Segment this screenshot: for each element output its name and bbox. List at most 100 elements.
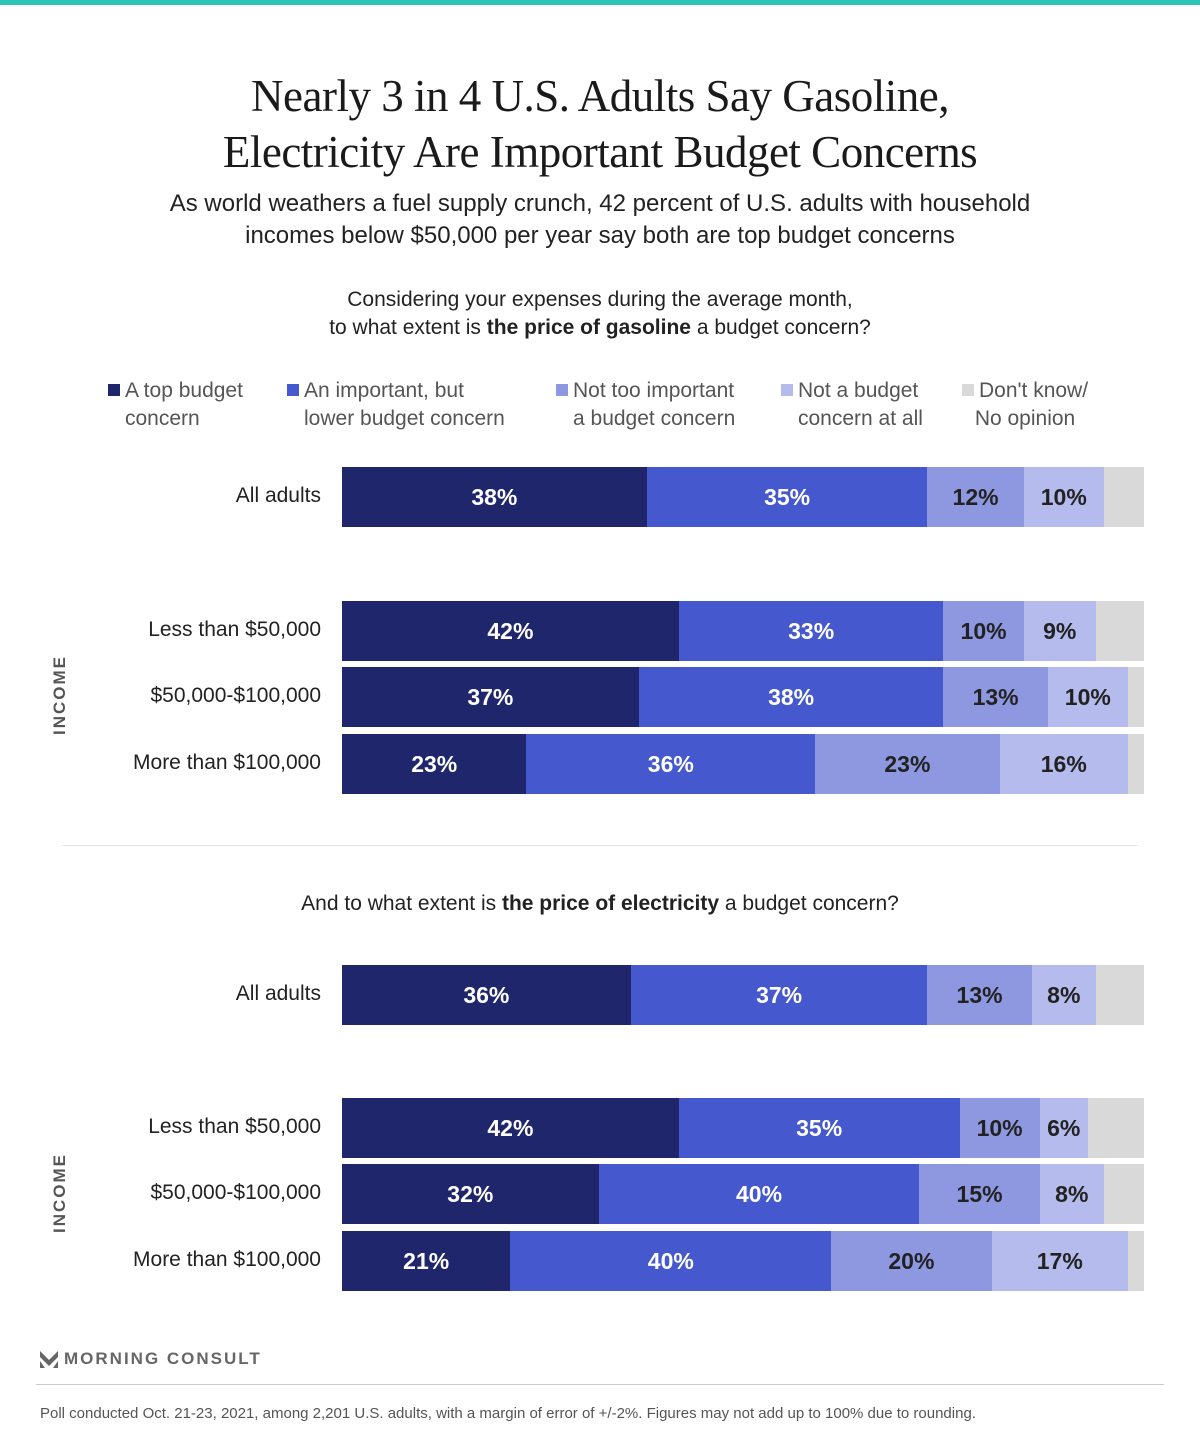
- question-text: a budget concern?: [691, 316, 871, 339]
- data-label: 40%: [647, 1247, 694, 1274]
- data-label: 35%: [796, 1114, 843, 1141]
- stacked-bar: 36% 37% 13% 8%: [342, 965, 1144, 1025]
- data-label: 42%: [487, 617, 534, 644]
- bar-segment: 20%: [831, 1231, 992, 1291]
- row-label: $50,000-$100,000: [150, 684, 322, 707]
- legend-item: Not a budget concern at all: [781, 377, 923, 433]
- data-label: 36%: [463, 981, 510, 1008]
- chart-subtitle: As world weathers a fuel supply crunch, …: [0, 188, 1200, 252]
- bar-segment: 10%: [1023, 467, 1104, 527]
- row-label: Less than $50,000: [148, 1115, 321, 1138]
- data-label: 35%: [764, 483, 811, 510]
- legend-line-1: Don't know/: [962, 377, 1088, 405]
- legend-label: Don't know/: [979, 379, 1089, 402]
- bar-segment: 6%: [1039, 1098, 1088, 1158]
- question-text: to what extent is: [329, 316, 487, 339]
- bar-segment: 10%: [1047, 667, 1128, 727]
- legend-label: Not a budget: [798, 379, 919, 402]
- data-label: 23%: [884, 750, 931, 777]
- row-label: Less than $50,000: [148, 618, 321, 641]
- stacked-bar: 32% 40% 15% 8%: [342, 1164, 1144, 1224]
- row-label: More than $100,000: [133, 751, 321, 774]
- question-text: And to what extent is: [301, 892, 502, 915]
- bar-segment: 23%: [815, 734, 1000, 794]
- data-label: 8%: [1047, 981, 1081, 1008]
- bar-segment: 32%: [342, 1164, 599, 1224]
- bar-segment: 38%: [638, 667, 944, 727]
- data-label: 6%: [1047, 1114, 1081, 1141]
- question-emphasis: the price of gasoline: [486, 316, 691, 339]
- bar-segment: 35%: [646, 467, 928, 527]
- legend-line-1: Not a budget: [781, 377, 923, 405]
- bar-segment: [1103, 1164, 1144, 1224]
- row-label: $50,000-$100,000: [150, 1181, 322, 1204]
- bar-segment: [1087, 1098, 1144, 1158]
- bar-segment: [1095, 601, 1144, 661]
- row-label: More than $100,000: [133, 1248, 321, 1271]
- data-label: 23%: [411, 750, 458, 777]
- bar-segment: 36%: [526, 734, 816, 794]
- legend-item: An important, but lower budget concern: [287, 377, 505, 433]
- legend-label: a budget concern: [573, 407, 736, 430]
- data-label: 42%: [487, 1114, 534, 1141]
- data-label: 10%: [976, 1114, 1023, 1141]
- bar-segment: [1127, 734, 1144, 794]
- data-label: 10%: [1064, 683, 1111, 710]
- footnote: Poll conducted Oct. 21-23, 2021, among 2…: [40, 1405, 976, 1422]
- bar-segment: [1127, 667, 1144, 727]
- data-label: 10%: [960, 617, 1007, 644]
- legend-swatch: [781, 384, 793, 396]
- chart-title: Nearly 3 in 4 U.S. Adults Say Gasoline, …: [0, 68, 1200, 180]
- footer-divider: [36, 1384, 1164, 1385]
- data-label: 37%: [756, 981, 803, 1008]
- legend-label: lower budget concern: [304, 407, 505, 430]
- legend-swatch: [287, 384, 299, 396]
- stacked-bar: 38% 35% 12% 10%: [342, 467, 1144, 527]
- bar-segment: 10%: [943, 601, 1024, 661]
- question-emphasis: the price of electricity: [501, 892, 720, 915]
- stacked-bar: 37% 38% 13% 10%: [342, 667, 1144, 727]
- bar-segment: 23%: [342, 734, 527, 794]
- stacked-bar: 21% 40% 20% 17%: [342, 1231, 1144, 1291]
- row-label: All adults: [235, 982, 321, 1005]
- data-label: 36%: [647, 750, 694, 777]
- legend-item: Don't know/No opinion: [962, 377, 1088, 433]
- morning-consult-logo-icon: [40, 1350, 58, 1368]
- legend-swatch: [556, 384, 568, 396]
- legend-item: Not too important a budget concern: [556, 377, 735, 433]
- bar-segment: 9%: [1023, 601, 1096, 661]
- legend-label: concern at all: [798, 407, 923, 430]
- bar-segment: 13%: [927, 965, 1032, 1025]
- bar-segment: 15%: [919, 1164, 1040, 1224]
- data-label: 8%: [1055, 1180, 1089, 1207]
- electricity-question: And to what extent is the price of elect…: [0, 890, 1200, 918]
- data-label: 38%: [471, 483, 518, 510]
- stacked-bar: 23% 36% 23% 16%: [342, 734, 1144, 794]
- stacked-bar: 42% 33% 10% 9%: [342, 601, 1144, 661]
- bar-segment: 10%: [959, 1098, 1040, 1158]
- bar-segment: 21%: [342, 1231, 511, 1291]
- bar-segment: 12%: [927, 467, 1024, 527]
- bar-segment: 38%: [342, 467, 647, 527]
- data-label: 9%: [1043, 617, 1077, 644]
- question-line-2: to what extent is the price of gasoline …: [0, 314, 1200, 342]
- data-label: 12%: [952, 483, 999, 510]
- bar-segment: 42%: [342, 601, 679, 661]
- bar-segment: 37%: [342, 667, 639, 727]
- data-label: 38%: [768, 683, 815, 710]
- question-line-1: Considering your expenses during the ave…: [347, 288, 853, 311]
- subtitle-line-1: As world weathers a fuel supply crunch, …: [169, 190, 1031, 217]
- bar-segment: 40%: [510, 1231, 832, 1291]
- bar-segment: 37%: [630, 965, 928, 1025]
- bar-segment: [1127, 1231, 1144, 1291]
- bar-segment: 35%: [678, 1098, 960, 1158]
- data-label: 13%: [972, 683, 1019, 710]
- brand-logo: MORNING CONSULT: [40, 1349, 262, 1369]
- subtitle-line-2: incomes below $50,000 per year say both …: [245, 222, 955, 249]
- data-label: 17%: [1036, 1247, 1083, 1274]
- title-line-2: Electricity Are Important Budget Concern…: [222, 127, 978, 177]
- bar-segment: 8%: [1031, 965, 1096, 1025]
- bar-segment: 42%: [342, 1098, 679, 1158]
- legend-item: A top budget concern: [108, 377, 243, 433]
- bar-segment: 17%: [991, 1231, 1128, 1291]
